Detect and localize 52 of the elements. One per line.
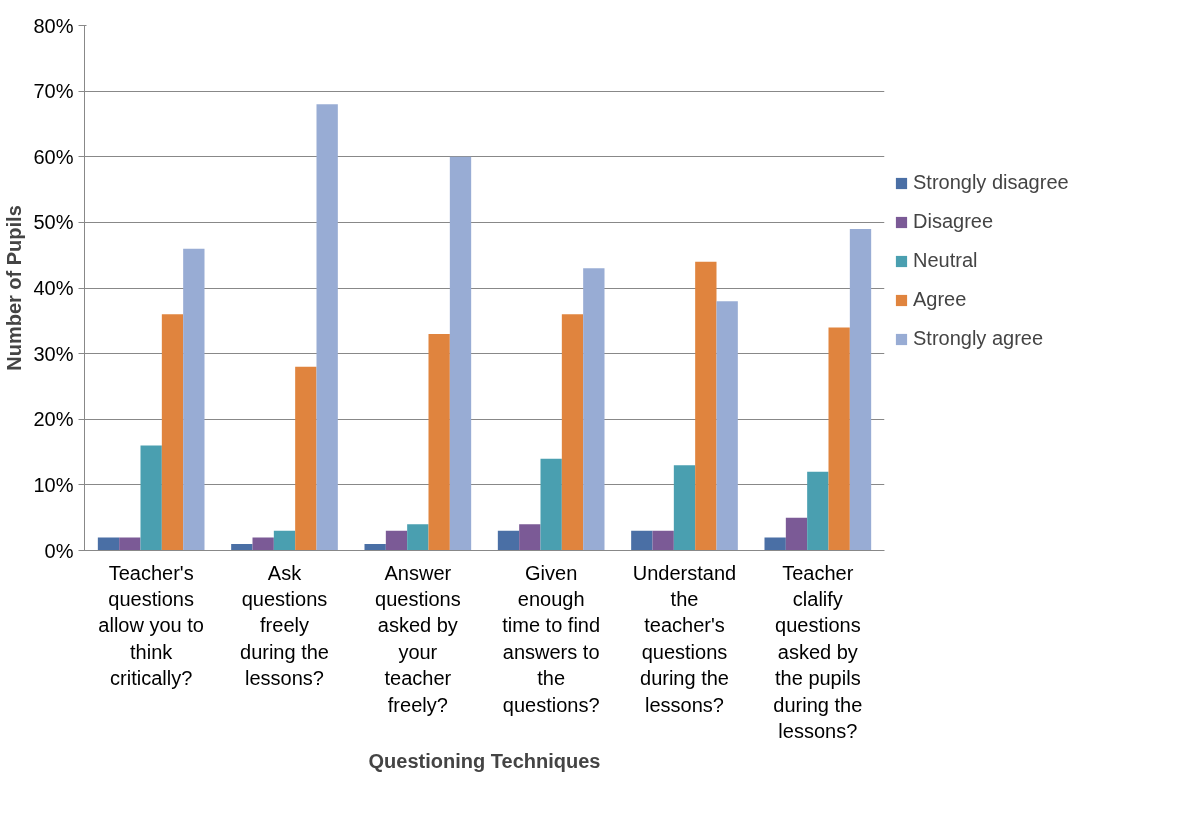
bar <box>583 268 605 551</box>
bar <box>161 314 184 551</box>
bar <box>97 537 120 551</box>
bar <box>540 458 562 551</box>
bar <box>385 530 408 551</box>
x-tick-label: Ask questions freely during the lessons? <box>240 561 329 690</box>
bar <box>316 104 338 551</box>
bar <box>631 530 653 551</box>
x-tick-label: Answer questions asked by your teacher freely? <box>375 561 461 716</box>
bar <box>183 248 205 551</box>
bar <box>695 261 717 551</box>
bar <box>561 314 584 551</box>
x-axis-title: Questioning Techniques <box>368 749 601 772</box>
x-tick-label: Given enough time to find answers to the questions? <box>502 561 601 716</box>
bar <box>716 301 738 551</box>
bar <box>428 333 450 551</box>
bar <box>231 543 253 551</box>
legend-label: Disagree <box>913 210 994 233</box>
legend-label: Neutral <box>913 249 978 272</box>
y-tick-label: 50% <box>33 211 74 234</box>
x-tick-label: Teacher clalify questions asked by the pupils during the lessons? <box>773 561 863 742</box>
x-tick-label: Teacher's questions allow you to think critically? <box>98 561 204 690</box>
y-tick-label: 60% <box>33 145 74 168</box>
x-tick-label: Understand the teacher's questions during the lessons? <box>632 561 737 716</box>
bar <box>764 537 786 551</box>
y-tick-label: 20% <box>33 408 74 431</box>
bar <box>519 524 541 551</box>
y-tick-label: 80% <box>33 14 74 37</box>
y-tick-label: 0% <box>44 539 74 562</box>
y-tick-label: 40% <box>33 277 74 299</box>
bar <box>849 228 872 551</box>
bar <box>497 530 520 551</box>
legend-label: Strongly agree <box>913 327 1044 350</box>
bar <box>295 366 317 551</box>
y-axis-title: Number of Pupils <box>3 205 26 371</box>
bar <box>449 156 472 551</box>
bar <box>673 465 696 551</box>
y-tick-label: 30% <box>33 342 74 365</box>
bar <box>140 445 162 551</box>
bar <box>807 471 829 551</box>
bar <box>273 530 296 551</box>
bar <box>407 524 429 551</box>
legend-label: Strongly disagree <box>913 171 1069 194</box>
y-tick-label: 10% <box>33 473 74 496</box>
bar <box>252 537 274 551</box>
bar <box>785 517 808 551</box>
bar <box>652 530 674 551</box>
bar <box>828 327 850 551</box>
y-tick-label: 70% <box>33 80 74 103</box>
legend-label: Agree <box>913 288 967 311</box>
bar <box>364 543 386 551</box>
bar <box>119 537 141 551</box>
